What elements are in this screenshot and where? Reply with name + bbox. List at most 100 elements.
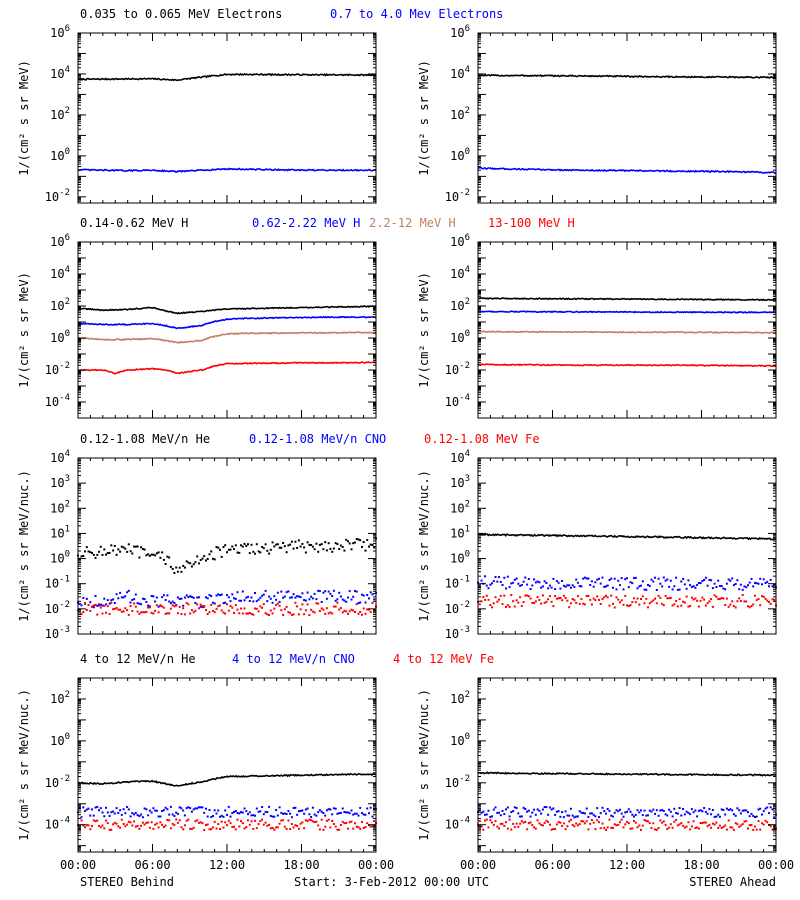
data-point [233, 548, 235, 551]
y-tick-label: 100 [450, 329, 470, 345]
data-point [182, 607, 185, 610]
data-point [517, 582, 520, 585]
data-point [366, 608, 369, 611]
data-point [669, 597, 672, 599]
data-point [215, 594, 218, 597]
data-point [697, 809, 700, 812]
data-point [633, 597, 635, 600]
x-tick-label: 06:00 [134, 858, 170, 872]
data-point [657, 814, 660, 817]
data-point [243, 607, 246, 610]
data-point [103, 827, 106, 830]
data-point [725, 828, 728, 831]
data-point [196, 807, 199, 810]
data-point [240, 811, 242, 814]
data-point [306, 807, 309, 810]
data-point [145, 808, 148, 811]
data-point [748, 824, 751, 827]
data-point [480, 811, 483, 814]
data-point [373, 808, 376, 811]
data-point [650, 578, 653, 581]
data-point [736, 807, 739, 810]
data-point [610, 594, 613, 597]
data-point [94, 556, 97, 559]
data-point [720, 808, 723, 811]
data-point [498, 827, 500, 830]
data-point [596, 595, 599, 598]
data-point [680, 604, 683, 607]
data-point [325, 819, 328, 822]
data-point [317, 811, 320, 814]
data-point [357, 612, 360, 615]
data-point [718, 815, 721, 818]
data-point [310, 544, 313, 546]
data-point [571, 824, 574, 826]
data-point [754, 594, 756, 597]
data-point [652, 808, 655, 811]
data-point [366, 539, 369, 541]
data-point [168, 600, 171, 603]
data-point [296, 813, 299, 816]
data-point [273, 815, 276, 818]
data-point [331, 813, 334, 816]
data-point [596, 819, 599, 822]
data-point [266, 600, 269, 603]
data-point [304, 599, 307, 602]
data-point [122, 808, 125, 811]
data-point [147, 821, 150, 824]
data-point [268, 552, 271, 555]
data-point [276, 814, 279, 817]
data-point [599, 582, 602, 585]
data-point [227, 819, 230, 822]
data-point [290, 613, 293, 616]
data-point [250, 612, 253, 615]
data-point [136, 610, 139, 613]
data-point [540, 812, 543, 815]
data-point [517, 812, 520, 815]
data-point [261, 606, 264, 609]
data-point [245, 826, 248, 829]
data-point [304, 609, 307, 612]
data-point [762, 810, 765, 813]
data-point [98, 809, 100, 812]
data-point [764, 807, 767, 810]
data-point [550, 828, 553, 831]
data-point [626, 810, 628, 813]
data-point [673, 585, 676, 588]
data-point [150, 595, 153, 597]
data-point [557, 821, 560, 824]
data-point [227, 805, 230, 808]
data-point [524, 576, 527, 579]
data-point [294, 806, 297, 809]
data-point [598, 821, 600, 824]
data-point [648, 584, 651, 587]
data-point [243, 599, 246, 602]
data-point [624, 578, 627, 581]
data-point [317, 550, 320, 553]
data-point [292, 547, 295, 550]
data-point [98, 603, 100, 606]
data-point [250, 543, 253, 546]
data-point [127, 808, 130, 811]
data-point [564, 597, 567, 599]
data-point [736, 823, 739, 826]
data-point [241, 822, 244, 825]
data-point [280, 819, 283, 822]
data-point [369, 825, 372, 828]
data-point [131, 598, 134, 601]
data-point [229, 604, 232, 607]
data-point [240, 599, 242, 602]
data-point [148, 606, 151, 609]
data-point [129, 550, 132, 553]
y-tick-label: 104 [450, 265, 470, 281]
data-point [201, 557, 204, 560]
data-point [226, 603, 228, 606]
data-point [259, 810, 262, 813]
data-point [768, 585, 770, 588]
series-line [77, 72, 376, 82]
data-point [541, 824, 544, 827]
data-point [176, 812, 179, 815]
data-point [529, 588, 532, 590]
data-point [113, 602, 116, 604]
data-point [683, 601, 686, 604]
